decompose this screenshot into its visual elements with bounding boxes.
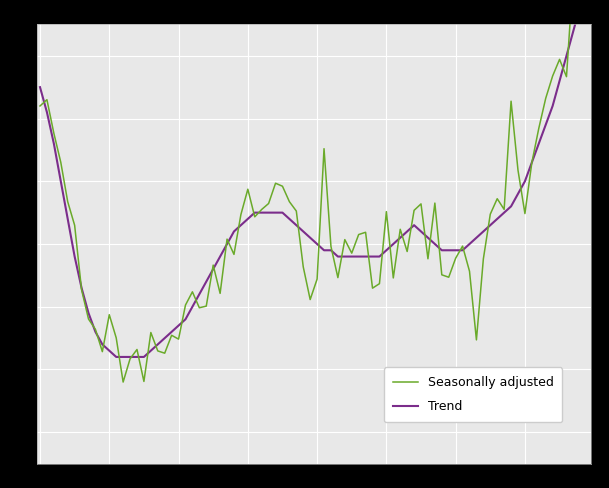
Legend: Seasonally adjusted, Trend: Seasonally adjusted, Trend xyxy=(384,367,562,422)
Trend xyxy=(376,254,383,260)
Line: Seasonally adjusted: Seasonally adjusted xyxy=(40,0,587,382)
Seasonally adjusted xyxy=(376,281,383,286)
Seasonally adjusted xyxy=(528,160,535,165)
Seasonally adjusted xyxy=(369,285,376,291)
Trend xyxy=(396,235,404,241)
Trend xyxy=(286,216,293,222)
Seasonally adjusted xyxy=(417,201,424,207)
Trend xyxy=(37,84,44,90)
Line: Trend: Trend xyxy=(40,0,587,357)
Trend xyxy=(417,228,424,234)
Seasonally adjusted xyxy=(119,379,127,385)
Seasonally adjusted xyxy=(396,226,404,232)
Trend xyxy=(113,354,120,360)
Trend xyxy=(369,254,376,260)
Seasonally adjusted xyxy=(286,199,293,204)
Seasonally adjusted xyxy=(37,103,44,109)
Trend xyxy=(528,160,535,165)
